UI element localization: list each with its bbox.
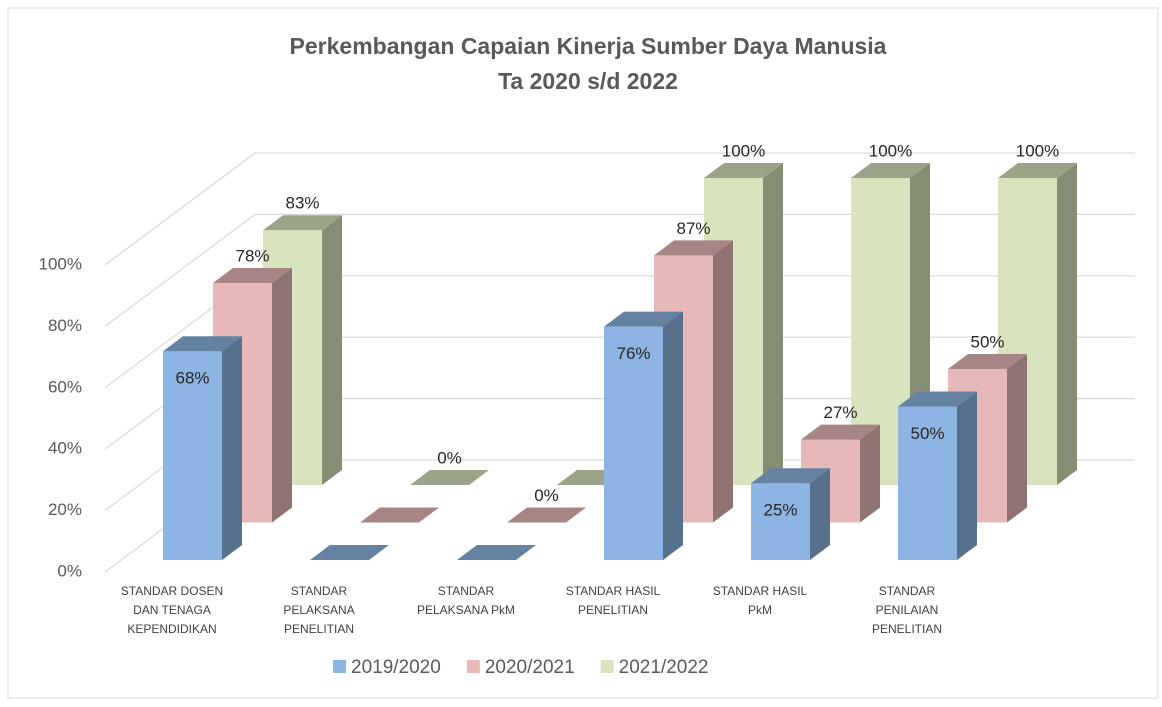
bar-top [654, 240, 733, 256]
bar-top [851, 163, 930, 178]
bar-top [410, 470, 489, 485]
bar-top [801, 424, 880, 440]
bar [410, 470, 489, 485]
bar-side [272, 268, 292, 523]
data-label: 68% [175, 369, 209, 388]
data-label: 50% [910, 424, 944, 443]
data-label: 0% [534, 486, 559, 505]
bar-top [704, 163, 783, 178]
data-label: 76% [616, 344, 650, 363]
bar-front [604, 326, 663, 560]
bar-side [322, 215, 342, 485]
x-tick-label-line: PENELITIAN [872, 622, 942, 636]
bar-top [507, 507, 586, 523]
y-tick-label: 0% [57, 561, 82, 580]
data-label: 83% [285, 194, 319, 213]
bar-top [898, 391, 977, 407]
legend-label: 2019/2020 [351, 657, 441, 678]
y-tick-label: 20% [48, 500, 82, 519]
y-tick-label: 100% [39, 254, 82, 273]
bar-side [663, 311, 683, 560]
bar-top [751, 468, 830, 484]
bar [163, 336, 242, 560]
bar [457, 545, 536, 560]
bar-side [222, 336, 242, 560]
data-label: 78% [235, 247, 269, 266]
bar [998, 163, 1077, 485]
x-tick-label: STANDAR PENILAIAN PENELITIAN [872, 584, 942, 636]
legend-label: 2020/2021 [485, 657, 575, 678]
x-tick-label-line: STANDAR [291, 584, 348, 598]
data-label: 27% [823, 403, 857, 422]
bar-top [310, 545, 389, 560]
x-tick-label-line: STANDAR [879, 584, 936, 598]
bar-side [1007, 354, 1027, 523]
bar [704, 163, 783, 485]
x-tick-label: STANDAR PELAKSANA PENELITIAN [283, 584, 354, 636]
legend-label: 2021/2022 [619, 657, 709, 678]
x-tick-label-line: STANDAR HASIL [566, 584, 661, 598]
bar-side [713, 240, 733, 523]
x-tick-label: STANDAR DOSEN DAN TENAGA KEPENDIDIKAN [121, 584, 223, 636]
bar-top [360, 507, 439, 523]
x-tick-label: STANDAR HASIL PkM [713, 584, 808, 617]
chart-subtitle: Ta 2020 s/d 2022 [498, 68, 678, 94]
legend-swatch [466, 660, 480, 673]
x-tick-label-line: PELAKSANA [283, 603, 354, 617]
bar-side [763, 163, 783, 485]
legend-swatch [333, 660, 346, 673]
data-label: 100% [1016, 141, 1059, 160]
chart-title: Perkembangan Capaian Kinerja Sumber Daya… [290, 33, 887, 59]
x-tick-label-line: STANDAR [438, 584, 495, 598]
x-tick-label-line: STANDAR HASIL [713, 584, 808, 598]
x-tick-label: STANDAR PELAKSANA PkM [417, 584, 515, 617]
x-tick-label-line: KEPENDIDIKAN [127, 622, 216, 636]
x-tick-label-line: DAN TENAGA [133, 603, 211, 617]
x-tick-label-line: PELAKSANA PkM [417, 603, 515, 617]
bar-top [948, 354, 1027, 369]
x-tick-label-line: PENELITIAN [284, 622, 354, 636]
x-tick-label-line: PENELITIAN [578, 603, 648, 617]
bar [604, 311, 683, 560]
y-tick-label: 40% [48, 439, 82, 458]
bar [360, 507, 439, 523]
x-tick-label-line: PkM [748, 603, 772, 617]
data-label: 100% [722, 141, 765, 160]
bar [751, 468, 830, 560]
bar-top [998, 163, 1077, 178]
bar [310, 545, 389, 560]
bar-top [163, 336, 242, 352]
legend-swatch [600, 660, 614, 673]
bar-side [1057, 163, 1077, 485]
bar-top [457, 545, 536, 560]
grid-line [104, 152, 1135, 266]
bar [898, 391, 977, 560]
bar [507, 507, 586, 523]
data-label: 0% [437, 448, 462, 467]
y-tick-label: 80% [48, 316, 82, 335]
bar-side [810, 468, 830, 560]
bar-front [898, 406, 957, 560]
bar-side [957, 391, 977, 560]
data-label: 25% [763, 501, 797, 520]
bar-side [860, 424, 880, 523]
x-tick-label-line: PENILAIAN [876, 603, 939, 617]
x-tick-label: STANDAR HASIL PENELITIAN [566, 584, 661, 617]
bar-top [213, 268, 292, 284]
data-label: 50% [970, 332, 1004, 351]
x-tick-label-line: STANDAR DOSEN [121, 584, 223, 598]
bar-front [751, 483, 810, 560]
y-tick-label: 60% [48, 377, 82, 396]
bar-front [163, 351, 222, 560]
data-label: 100% [869, 141, 912, 160]
data-label: 87% [676, 219, 710, 238]
grid-line [104, 213, 1135, 327]
bar-top [604, 311, 683, 327]
bar-top [263, 215, 342, 231]
